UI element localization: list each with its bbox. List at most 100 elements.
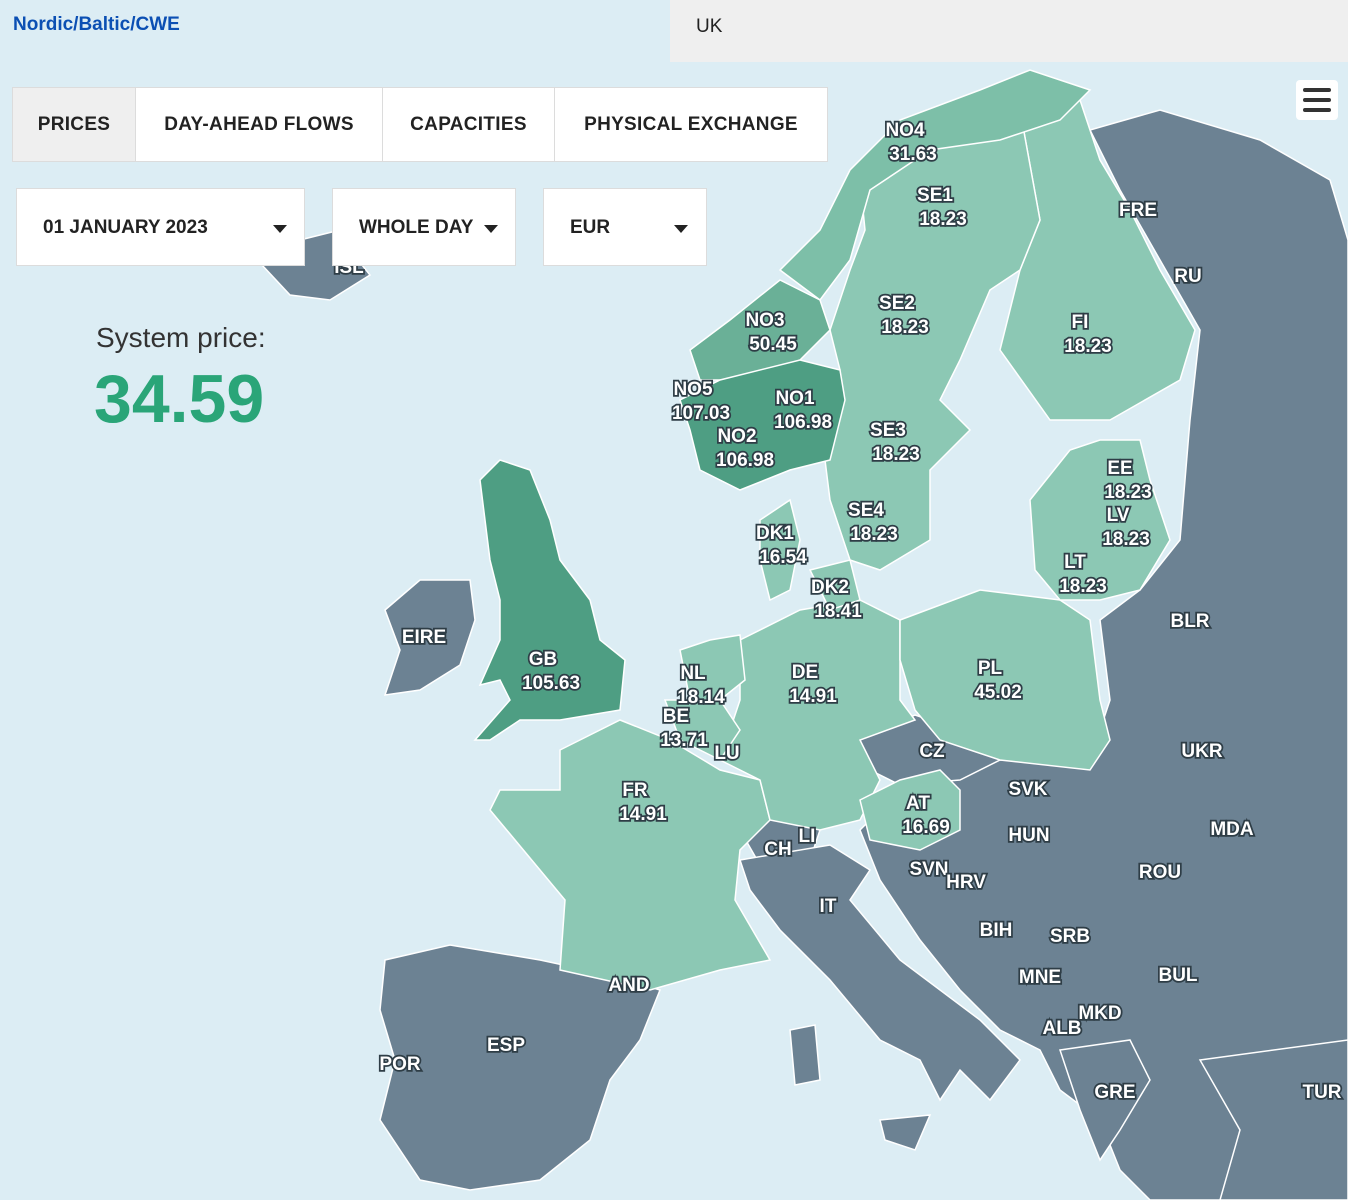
zone-name: DK2	[811, 577, 849, 598]
country-label: POR	[379, 1054, 420, 1075]
zone-price: 16.69	[902, 817, 950, 838]
country-label: FRE	[1119, 200, 1157, 221]
country-label: ROU	[1139, 862, 1181, 883]
date-value: 01 JANUARY 2023	[43, 217, 208, 238]
tab[interactable]: CAPACITIES	[382, 87, 555, 162]
country-label: TUR	[1302, 1082, 1341, 1103]
norway-south	[679, 359, 846, 491]
country-label: MKD	[1078, 1003, 1121, 1024]
period-dropdown[interactable]: WHOLE DAY	[332, 188, 516, 266]
greece	[1059, 1039, 1151, 1162]
zone-price: 16.54	[759, 547, 807, 568]
sardinia	[789, 1024, 821, 1086]
sweden	[819, 109, 1041, 571]
zone-name: NO3	[745, 310, 784, 331]
zone-price: 18.23	[1104, 482, 1152, 503]
zone-price: 18.23	[881, 317, 929, 338]
zone-name: NO1	[775, 388, 815, 409]
zone-name: SE1	[917, 185, 953, 206]
region-link[interactable]: Nordic/Baltic/CWE	[13, 14, 180, 35]
belgium	[663, 699, 741, 761]
zone-price: 45.02	[974, 682, 1022, 703]
zone-price: 18.23	[919, 209, 967, 230]
period-value: WHOLE DAY	[359, 217, 474, 238]
tab[interactable]: PRICES	[12, 87, 136, 162]
poland	[899, 589, 1111, 771]
member-zones	[473, 69, 1196, 991]
zone-name: SE3	[870, 420, 906, 441]
tab[interactable]: PHYSICAL EXCHANGE	[554, 87, 828, 162]
zone-price: 18.23	[1102, 529, 1150, 550]
country-label: MNE	[1019, 967, 1061, 988]
country-label: SRB	[1050, 926, 1090, 947]
country-label: BUL	[1158, 965, 1197, 986]
zone-price: 18.23	[872, 444, 920, 465]
zone-name: PL	[978, 658, 1003, 679]
zone-name: DE	[792, 662, 818, 683]
currency-dropdown[interactable]: EUR	[543, 188, 707, 266]
sicily	[879, 1114, 932, 1151]
baltics	[1029, 439, 1171, 601]
denmark-east	[808, 559, 861, 611]
zone-name: NO5	[673, 379, 713, 400]
zone-price: 106.98	[716, 450, 774, 471]
country-label: ALB	[1042, 1018, 1081, 1039]
zone-name: FR	[622, 780, 648, 801]
country-label: LI	[799, 826, 816, 847]
dropdown-arrow	[674, 225, 688, 233]
zone-name: NL	[680, 663, 706, 684]
system-price-value: 34.59	[94, 361, 265, 437]
country-label: BLR	[1170, 611, 1209, 632]
zone-name: AT	[906, 793, 930, 814]
country-label: CH	[764, 839, 791, 860]
country-label: UKR	[1181, 741, 1222, 762]
menu-button[interactable]	[1296, 80, 1338, 120]
zone-price: 18.23	[1064, 336, 1112, 357]
norway-north	[778, 69, 1092, 302]
country-label: AND	[608, 975, 649, 996]
country-label: EIRE	[402, 627, 446, 648]
map-labels: NO4 31.63 SE1 18.23 SE2 18.23 NO3 50.45 FI 18.23 N…	[332, 118, 1343, 1105]
france	[489, 719, 772, 991]
zone-name: NO2	[717, 426, 756, 447]
zone-price: 14.91	[789, 686, 837, 707]
country-label: MDA	[1210, 819, 1254, 840]
zone-price: 18.23	[1059, 576, 1107, 597]
zone-name: NO4	[885, 120, 925, 141]
zone-name: EE	[1107, 458, 1132, 479]
country-label: CZ	[919, 741, 945, 762]
zone-price: 18.14	[677, 687, 725, 708]
tab[interactable]: DAY-AHEAD FLOWS	[135, 87, 383, 162]
zone-price: 105.63	[522, 673, 580, 694]
zone-price: 106.98	[774, 412, 832, 433]
zone-name: BE	[663, 706, 689, 727]
country-label: IT	[820, 896, 837, 917]
currency-value: EUR	[570, 217, 611, 238]
italy	[739, 844, 1021, 1102]
country-label: GRE	[1094, 1082, 1135, 1103]
dropdown-arrow	[484, 225, 498, 233]
uk-panel[interactable]: UK	[670, 0, 1348, 62]
zone-name: LV	[1107, 505, 1130, 526]
zone-name: LT	[1064, 552, 1086, 573]
norway-mid	[689, 279, 831, 381]
country-label: SVN	[909, 859, 948, 880]
country-label: HRV	[946, 872, 986, 893]
zone-name: FI	[1072, 312, 1089, 333]
zone-name: SE4	[848, 500, 884, 521]
country-label: SVK	[1008, 779, 1047, 800]
denmark-west	[759, 498, 801, 602]
date-dropdown[interactable]: 01 JANUARY 2023	[16, 188, 305, 266]
country-label: HUN	[1008, 825, 1049, 846]
uk-link[interactable]: UK	[696, 16, 723, 37]
ireland	[383, 579, 476, 696]
zone-price: 18.41	[814, 601, 862, 622]
germany	[719, 599, 917, 831]
zone-price: 18.23	[850, 524, 898, 545]
zone-price: 107.03	[672, 403, 730, 424]
zone-name: GB	[529, 649, 558, 670]
dropdown-arrow	[273, 225, 287, 233]
zone-name: SE2	[879, 293, 915, 314]
